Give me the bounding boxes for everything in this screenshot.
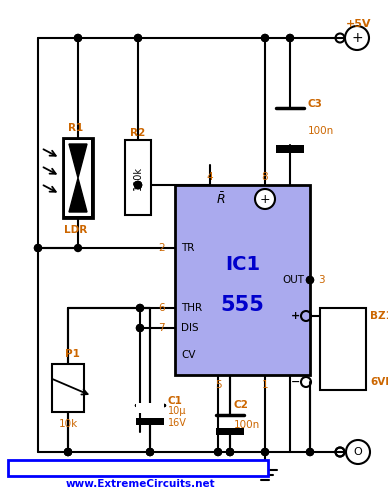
Text: +5V: +5V <box>346 19 371 29</box>
Bar <box>175 185 310 375</box>
Bar <box>125 140 151 215</box>
Circle shape <box>227 448 234 456</box>
Text: 555: 555 <box>220 295 265 315</box>
Circle shape <box>286 34 293 42</box>
Text: CV: CV <box>181 350 196 360</box>
Circle shape <box>227 448 234 456</box>
Circle shape <box>135 182 142 189</box>
Bar <box>8 460 268 476</box>
Text: BZ1: BZ1 <box>370 311 388 321</box>
Text: +: + <box>291 311 301 321</box>
Text: 2: 2 <box>158 243 165 253</box>
Text: LDR: LDR <box>64 225 88 235</box>
Circle shape <box>135 182 142 189</box>
Text: +: + <box>260 192 270 206</box>
Circle shape <box>135 182 142 189</box>
Text: C3: C3 <box>308 99 323 109</box>
Bar <box>136 418 164 425</box>
Text: TR: TR <box>181 243 194 253</box>
Text: 7: 7 <box>158 323 165 333</box>
Text: $\bar{R}$: $\bar{R}$ <box>216 191 225 207</box>
Text: 10μ
16V: 10μ 16V <box>168 406 187 428</box>
Text: −: − <box>291 377 301 387</box>
Text: 1: 1 <box>262 380 268 390</box>
Circle shape <box>215 448 222 456</box>
Circle shape <box>262 448 268 456</box>
Circle shape <box>74 34 81 42</box>
Circle shape <box>307 276 314 283</box>
Circle shape <box>137 304 144 311</box>
Circle shape <box>35 245 42 251</box>
Text: 6VDC: 6VDC <box>370 377 388 387</box>
Bar <box>65 140 91 216</box>
Circle shape <box>35 245 42 251</box>
Text: +: + <box>351 31 363 45</box>
Circle shape <box>147 448 154 456</box>
Bar <box>216 428 244 435</box>
Bar <box>320 308 366 390</box>
Text: 5: 5 <box>215 380 221 390</box>
Text: THR: THR <box>181 303 202 313</box>
Circle shape <box>64 448 71 456</box>
Text: OUT: OUT <box>282 275 304 285</box>
Bar <box>136 403 164 413</box>
Text: DIS: DIS <box>181 323 199 333</box>
Circle shape <box>215 448 222 456</box>
Bar <box>63 138 93 218</box>
Text: 3: 3 <box>318 275 325 285</box>
Circle shape <box>227 448 234 456</box>
Circle shape <box>137 304 144 311</box>
Circle shape <box>74 34 81 42</box>
Bar <box>276 145 304 153</box>
Circle shape <box>255 189 275 209</box>
Circle shape <box>135 34 142 42</box>
Text: 4: 4 <box>207 172 213 182</box>
Circle shape <box>262 34 268 42</box>
Circle shape <box>137 325 144 331</box>
Circle shape <box>286 34 293 42</box>
Circle shape <box>307 276 314 283</box>
Text: C2: C2 <box>234 400 249 410</box>
Polygon shape <box>69 178 87 212</box>
Text: P1: P1 <box>64 349 80 359</box>
Circle shape <box>147 448 154 456</box>
Circle shape <box>147 448 154 456</box>
Circle shape <box>135 34 142 42</box>
Circle shape <box>64 448 71 456</box>
Text: 6: 6 <box>158 303 165 313</box>
Bar <box>52 364 84 412</box>
Circle shape <box>74 245 81 251</box>
Circle shape <box>346 440 370 464</box>
Polygon shape <box>69 144 87 178</box>
Text: IC1: IC1 <box>225 255 260 274</box>
Text: www.ExtremeCircuits.net: www.ExtremeCircuits.net <box>65 479 215 489</box>
Text: 10k: 10k <box>58 419 78 429</box>
Circle shape <box>307 448 314 456</box>
Circle shape <box>64 448 71 456</box>
Text: O: O <box>353 447 362 457</box>
Text: 100k: 100k <box>133 166 143 190</box>
Text: 8: 8 <box>262 172 268 182</box>
Text: 100n: 100n <box>308 126 334 136</box>
Circle shape <box>307 448 314 456</box>
Text: 100n: 100n <box>234 420 260 430</box>
Circle shape <box>345 26 369 50</box>
Circle shape <box>262 34 268 42</box>
Text: C1: C1 <box>168 396 183 406</box>
Text: R1: R1 <box>68 123 84 133</box>
Circle shape <box>137 325 144 331</box>
Text: R2: R2 <box>130 128 146 138</box>
Circle shape <box>262 448 268 456</box>
